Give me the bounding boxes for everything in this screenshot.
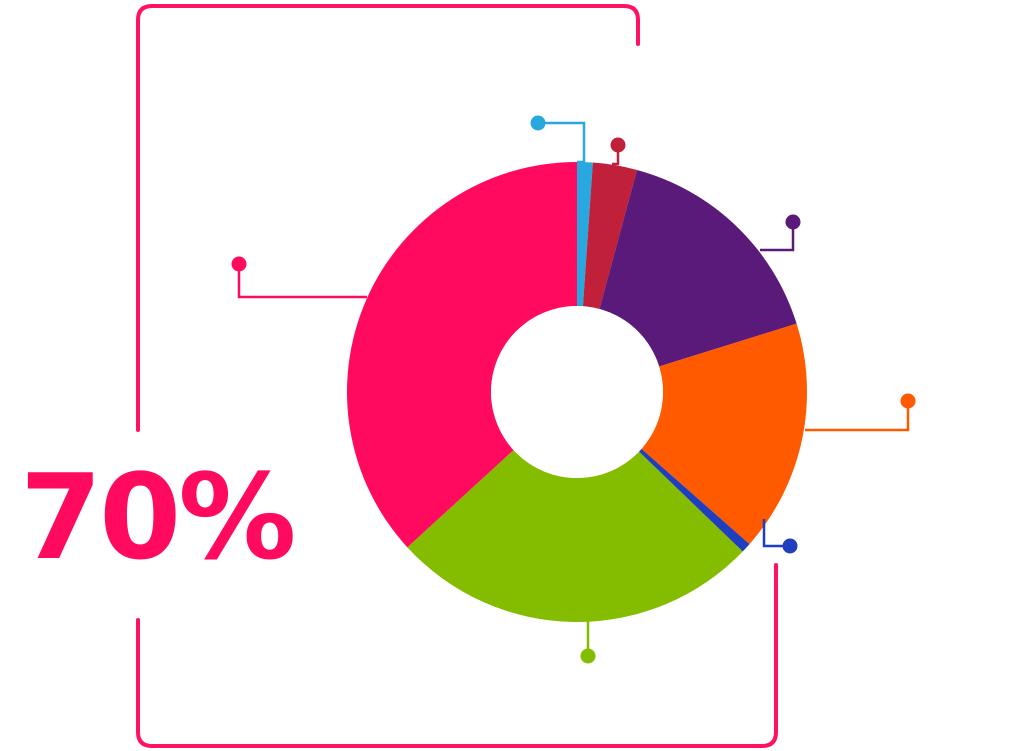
donut-slice-5 (638, 448, 750, 552)
callout-line-1 (538, 121, 586, 164)
donut-slice-1 (577, 162, 593, 307)
donut-slice-6 (407, 450, 743, 622)
frame-outline (136, 4, 778, 748)
callout-dot-3 (785, 214, 801, 230)
donut-hole (491, 306, 663, 478)
headline-percentage: 70% (20, 448, 293, 586)
callout-dot-5 (782, 538, 798, 554)
callout-dot-4 (900, 393, 916, 409)
callout-line-7 (237, 264, 367, 299)
donut-slice-4 (641, 323, 807, 545)
callout-dot-1 (530, 115, 546, 131)
callout-dot-2 (610, 137, 626, 153)
callout-markers (231, 115, 916, 664)
callout-line-4 (805, 401, 910, 432)
donut-slice-3 (599, 169, 797, 367)
callout-dot-6 (580, 648, 596, 664)
callout-dot-7 (231, 256, 247, 272)
donut-slice-2 (582, 162, 637, 309)
donut-slice-7 (347, 162, 577, 548)
donut-chart (347, 162, 807, 622)
callout-line-5 (762, 519, 790, 548)
callout-line-3 (760, 222, 795, 252)
